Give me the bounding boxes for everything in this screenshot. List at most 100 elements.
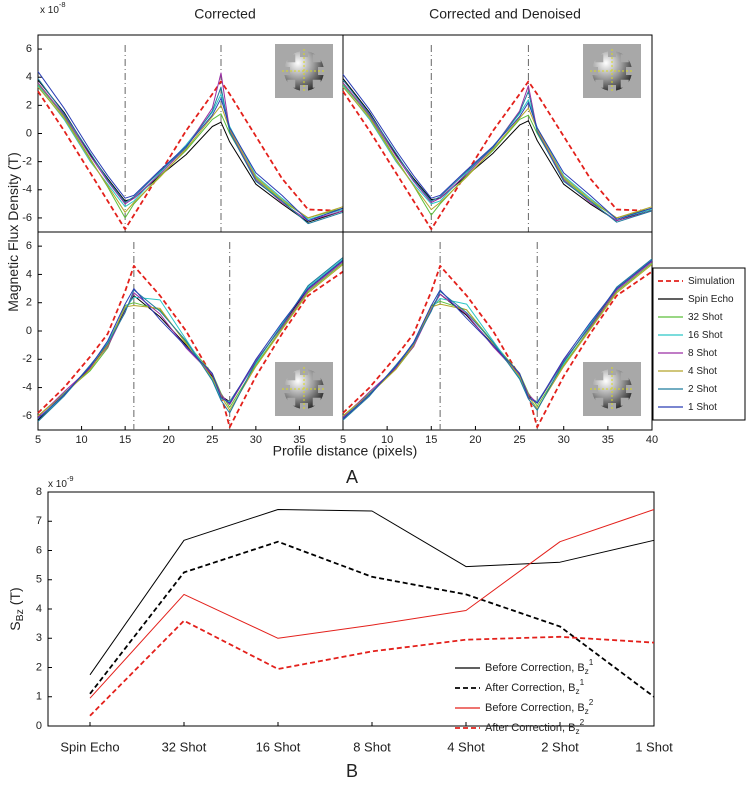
data-line xyxy=(37,80,344,231)
y-tick-label: 6 xyxy=(26,43,32,55)
x-tick-label: 15 xyxy=(119,434,131,446)
legend-label: 4 Shot xyxy=(688,366,717,377)
data-line xyxy=(89,619,655,717)
x-tick-label: 1 Shot xyxy=(635,739,673,754)
data-line xyxy=(89,509,655,676)
x-tick-label: 35 xyxy=(293,434,305,446)
legend-label: After Correction, Bz1 xyxy=(485,678,585,696)
y-tick-label: 3 xyxy=(36,632,42,644)
y-tick-label: -2 xyxy=(22,156,32,168)
x-tick-label: 20 xyxy=(163,434,175,446)
inset-notch xyxy=(595,372,604,381)
inset-notch xyxy=(620,79,629,88)
legend-label: Before Correction, Bz2 xyxy=(485,698,594,716)
inset-notch xyxy=(287,397,296,406)
legend-label: 1 Shot xyxy=(688,402,717,413)
legend-label: 16 Shot xyxy=(688,330,723,341)
legend-label: 32 Shot xyxy=(688,312,723,323)
plot-frame xyxy=(342,231,653,431)
y-tick-label: 5 xyxy=(36,574,42,586)
y-multiplier: x 10-9 xyxy=(48,474,74,490)
inset-notch xyxy=(312,397,321,406)
y-tick-label: 7 xyxy=(36,515,42,527)
inset-notch xyxy=(595,54,604,63)
x-tick-label: 4 Shot xyxy=(447,739,485,754)
inset-notch xyxy=(312,54,321,63)
x-tick-label: 15 xyxy=(425,434,437,446)
y-tick-label: 0 xyxy=(26,325,32,337)
x-tick-label: 25 xyxy=(206,434,218,446)
data-line xyxy=(342,264,653,417)
x-tick-label: 10 xyxy=(381,434,393,446)
legend-label: Spin Echo xyxy=(688,294,734,305)
plot-title: Corrected and Denoised xyxy=(429,6,581,22)
panel-label: A xyxy=(346,467,358,487)
data-line xyxy=(342,74,653,220)
data-line xyxy=(37,264,344,417)
inset-notch xyxy=(287,79,296,88)
x-tick-label: 2 Shot xyxy=(541,739,579,754)
data-line xyxy=(37,265,344,429)
x-tick-label: 5 xyxy=(340,434,346,446)
x-tick-label: 30 xyxy=(250,434,262,446)
inset-notch xyxy=(620,372,629,381)
legend-label: Before Correction, Bz1 xyxy=(485,658,594,676)
y-tick-label: 0 xyxy=(36,720,42,732)
x-tick-label: 35 xyxy=(602,434,614,446)
x-tick-label: Spin Echo xyxy=(60,739,119,754)
y-tick-label: 4 xyxy=(36,603,42,615)
y-tick-label: -4 xyxy=(22,381,32,393)
legend-label: 8 Shot xyxy=(688,348,717,359)
data-line xyxy=(342,79,653,223)
y-tick-label: 8 xyxy=(36,486,42,498)
legend-label: 2 Shot xyxy=(688,384,717,395)
inset-notch xyxy=(312,79,321,88)
y-tick-label: 1 xyxy=(36,691,42,703)
panel-label: B xyxy=(346,761,358,781)
y-tick-label: 4 xyxy=(26,71,32,83)
data-line xyxy=(342,86,653,219)
x-axis-label: Profile distance (pixels) xyxy=(273,443,418,459)
inset-notch xyxy=(595,397,604,406)
x-tick-label: 32 Shot xyxy=(162,739,207,754)
plot-title: Corrected xyxy=(194,6,255,22)
inset-notch xyxy=(312,372,321,381)
y-tick-label: 4 xyxy=(26,268,32,280)
inset-notch xyxy=(595,79,604,88)
legend-label: Simulation xyxy=(688,276,735,287)
data-line xyxy=(37,259,344,420)
y-tick-label: 2 xyxy=(26,99,32,111)
x-tick-label: 25 xyxy=(513,434,525,446)
y-tick-label: -4 xyxy=(22,184,32,196)
y-tick-label: 2 xyxy=(36,661,42,673)
data-line xyxy=(37,71,344,222)
inset-notch xyxy=(287,372,296,381)
y-axis-label: SBz (T) xyxy=(7,587,26,630)
x-tick-label: 40 xyxy=(646,434,658,446)
y-multiplier: x 10-8 xyxy=(40,0,66,16)
x-tick-label: 30 xyxy=(558,434,570,446)
x-tick-label: 10 xyxy=(75,434,87,446)
data-line xyxy=(89,540,655,698)
data-line xyxy=(37,262,344,417)
x-tick-label: 20 xyxy=(469,434,481,446)
data-line xyxy=(342,80,653,231)
y-tick-label: 2 xyxy=(26,297,32,309)
legend-label: After Correction, Bz2 xyxy=(485,718,585,736)
legend-box xyxy=(652,267,746,421)
y-tick-label: 6 xyxy=(26,240,32,252)
inset-notch xyxy=(620,54,629,63)
data-line xyxy=(37,85,344,220)
data-line xyxy=(37,78,344,225)
y-tick-label: -6 xyxy=(22,410,32,422)
inset-notch xyxy=(287,54,296,63)
x-tick-label: 16 Shot xyxy=(256,739,301,754)
data-line xyxy=(89,509,655,699)
inset-notch xyxy=(620,397,629,406)
y-tick-label: 0 xyxy=(26,127,32,139)
y-tick-label: -2 xyxy=(22,353,32,365)
x-tick-label: 5 xyxy=(35,434,41,446)
y-tick-label: 6 xyxy=(36,544,42,556)
x-tick-label: 8 Shot xyxy=(353,739,391,754)
